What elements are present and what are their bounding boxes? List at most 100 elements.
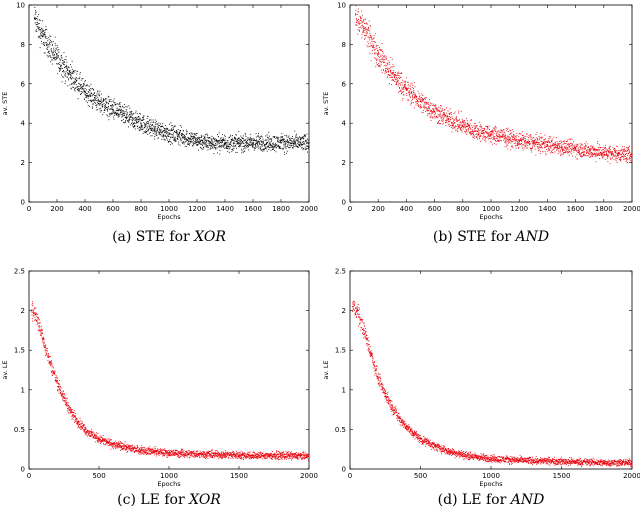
data-point — [51, 371, 53, 373]
data-point — [142, 447, 144, 449]
data-point — [249, 142, 251, 144]
data-point — [207, 137, 209, 139]
data-point — [181, 137, 183, 139]
data-point — [43, 34, 45, 36]
data-point — [211, 143, 213, 145]
data-point — [544, 145, 546, 147]
data-point — [155, 133, 157, 135]
data-point — [462, 126, 464, 128]
data-point — [442, 117, 444, 119]
data-point — [74, 412, 76, 414]
data-point — [539, 137, 541, 139]
data-point — [376, 64, 378, 66]
data-point — [564, 140, 566, 142]
data-point — [85, 426, 87, 428]
data-point — [67, 402, 69, 404]
data-point — [184, 137, 186, 138]
data-point — [224, 134, 226, 136]
data-point — [226, 141, 228, 143]
data-point — [205, 139, 207, 141]
data-point — [40, 29, 42, 31]
data-point — [47, 353, 49, 355]
data-point — [137, 121, 139, 123]
data-point — [67, 85, 69, 87]
data-point — [301, 136, 303, 138]
data-point — [236, 147, 237, 149]
data-point — [551, 139, 553, 141]
data-point — [91, 100, 93, 102]
data-point — [551, 141, 553, 143]
data-point — [454, 122, 456, 124]
data-point — [53, 57, 55, 59]
data-point — [85, 428, 87, 430]
data-point — [121, 113, 123, 115]
data-point — [448, 120, 450, 122]
data-point — [617, 155, 619, 157]
data-point — [221, 141, 223, 143]
data-point — [490, 138, 492, 140]
data-point — [253, 139, 255, 141]
data-point — [537, 147, 539, 149]
data-point — [606, 153, 608, 155]
data-point — [544, 140, 545, 142]
y-tick-label: 10 — [16, 2, 25, 10]
data-point — [89, 94, 91, 96]
data-point — [363, 26, 365, 28]
data-point — [445, 119, 447, 121]
data-point — [459, 127, 461, 129]
data-point — [206, 145, 208, 147]
data-point — [112, 110, 114, 112]
data-point — [553, 148, 554, 150]
data-point — [68, 73, 70, 75]
data-point — [219, 141, 221, 143]
data-point — [253, 138, 255, 140]
data-point — [201, 137, 203, 138]
data-point — [381, 49, 383, 51]
data-point — [54, 372, 56, 374]
data-point — [596, 148, 598, 150]
data-point — [606, 150, 608, 152]
data-point — [359, 29, 360, 31]
data-point — [372, 44, 374, 46]
data-point — [434, 105, 435, 107]
data-point — [84, 433, 86, 435]
data-point — [143, 450, 145, 452]
data-point — [107, 110, 109, 112]
data-point — [61, 399, 63, 401]
data-point — [497, 139, 499, 141]
data-point — [67, 412, 69, 414]
y-tick-label: 1.5 — [14, 347, 25, 355]
data-point — [71, 415, 73, 417]
data-point — [577, 150, 579, 152]
data-point — [366, 30, 368, 32]
data-point — [237, 141, 239, 143]
data-point — [204, 136, 206, 138]
data-point — [586, 153, 587, 155]
data-point — [198, 141, 200, 143]
data-point — [280, 148, 282, 150]
data-point — [497, 140, 499, 142]
data-point — [441, 117, 443, 119]
data-point — [230, 142, 232, 143]
data-point — [179, 136, 181, 138]
data-point — [121, 447, 123, 449]
data-point — [227, 140, 229, 141]
data-point — [155, 122, 157, 124]
data-point — [463, 120, 465, 121]
data-point — [35, 18, 37, 19]
data-point — [44, 33, 46, 35]
data-point — [45, 28, 47, 30]
data-point — [305, 140, 307, 142]
data-point — [114, 113, 116, 115]
data-point — [64, 73, 66, 75]
data-point — [624, 158, 625, 160]
data-point — [487, 131, 489, 133]
data-point — [631, 146, 633, 148]
data-point — [404, 81, 406, 83]
data-point — [297, 141, 299, 143]
data-point — [33, 313, 35, 315]
data-point — [525, 142, 527, 144]
data-point — [162, 136, 164, 138]
data-point — [543, 139, 545, 141]
data-point — [178, 141, 180, 143]
